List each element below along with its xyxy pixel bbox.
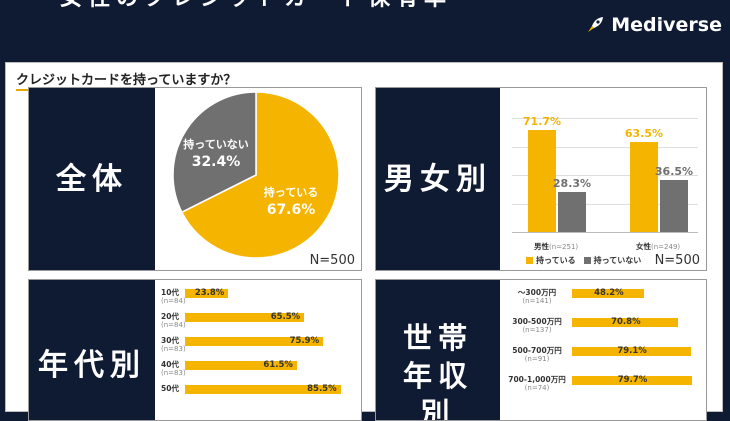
gender-gridline	[512, 146, 698, 148]
overall-n: N=500	[309, 253, 355, 268]
age-panel-label: 年代別	[29, 280, 155, 420]
age-row-label: 20代 (n=84)	[161, 312, 186, 330]
pie-slice-no	[172, 91, 257, 214]
income-category: 300-500万円	[512, 317, 562, 326]
legend-no: 持っていない	[583, 255, 642, 266]
gender-panel-label: 男女別	[376, 88, 500, 270]
age-bar-chart: 10代 (n=84) 23.8% 20代 (n=84) 65.5% 30代 (n=83) 75.…	[157, 288, 357, 420]
gender-gridline	[512, 175, 698, 176]
income-bar-chart: ～300万円 (n=141) 48.2% 300-500万円 (n=137) 70.8% 5…	[500, 288, 704, 420]
age-bar-value: 65.5%	[270, 312, 301, 322]
pie-label-no-name: 持っていない	[183, 138, 249, 151]
rocket-icon	[588, 17, 604, 32]
age-bar: 75.9%	[185, 336, 324, 346]
pie-label-yes: 持っている 67.6%	[253, 186, 329, 220]
age-category-n: (n=84)	[161, 297, 186, 305]
gender-bar-no	[558, 191, 586, 232]
age-row-label: 50代	[161, 384, 183, 393]
age-bar: 23.8%	[185, 288, 229, 298]
gender-bar-value: 63.5%	[624, 126, 664, 140]
age-category-n: (n=84)	[161, 321, 186, 329]
age-category: 10代	[161, 288, 179, 297]
age-bar: 61.5%	[185, 360, 297, 370]
income-panel: 世帯年収別 ～300万円 (n=141) 48.2% 300-500万円 (n=137)…	[375, 279, 707, 421]
age-row-label: 10代 (n=84)	[161, 288, 186, 306]
income-bar-value: 48.2%	[594, 288, 624, 298]
income-bar: 70.8%	[572, 317, 679, 327]
age-category-n: (n=83)	[161, 369, 186, 377]
mediverse-logo[interactable]: Mediverse	[585, 14, 722, 36]
gender-bar-value: 71.7%	[522, 114, 562, 128]
income-bar-value: 70.8%	[611, 317, 641, 327]
age-panel: 年代別 10代 (n=84) 23.8% 20代 (n=84) 65.5% 30代 (n=83…	[28, 279, 362, 421]
income-category-n: (n=137)	[522, 326, 552, 334]
age-bar-value: 85.5%	[307, 384, 337, 394]
age-category: 30代	[161, 336, 179, 345]
gender-plot-area: 71.7% 28.3% 63.5% 36.5%	[512, 114, 698, 233]
gender-gridline	[512, 203, 698, 205]
gender-category-name: 女性	[636, 242, 651, 251]
legend-yes-label: 持っている	[536, 256, 576, 265]
pie-label-no-value: 32.4%	[191, 153, 241, 170]
header-bar: 女性のクレジットカード保有率 Mediverse	[0, 0, 730, 46]
income-row-label: ～300万円 (n=141)	[504, 288, 570, 306]
income-category-n: (n=141)	[522, 297, 552, 305]
logo-text: Mediverse	[611, 14, 722, 36]
gender-legend: 持っている 持っていない	[526, 255, 641, 266]
income-bar: 79.1%	[572, 346, 691, 356]
age-category: 20代	[161, 312, 179, 321]
income-bar: 79.7%	[572, 375, 692, 385]
income-bar-value: 79.7%	[617, 375, 648, 385]
overall-panel-label: 全体	[29, 88, 155, 270]
gender-category-name: 男性	[534, 242, 549, 251]
age-bar-value: 75.9%	[289, 336, 320, 346]
legend-yes: 持っている	[526, 255, 576, 266]
income-panel-label: 世帯年収別	[376, 280, 500, 420]
gender-panel: 男女別 71.7% 28.3% 63.5% 36.5% 持っている 持っていない N=…	[375, 87, 707, 271]
income-bar-value: 79.1%	[617, 346, 647, 356]
gender-bar-no	[660, 180, 688, 232]
age-bar: 65.5%	[185, 312, 305, 322]
income-category-n: (n=91)	[524, 355, 550, 363]
gender-bar-value: 28.3%	[552, 176, 592, 190]
overall-pie-chart	[172, 91, 340, 259]
gender-bar-value: 36.5%	[654, 164, 694, 178]
age-category: 50代	[161, 384, 179, 393]
pie-label-yes-value: 67.6%	[266, 201, 316, 218]
gender-category-label: 女性(n=249)	[636, 241, 680, 252]
gender-gridline	[512, 118, 698, 119]
income-bar: 48.2%	[572, 288, 645, 298]
gender-category-label: 男性(n=251)	[534, 241, 578, 252]
age-bar-value: 23.8%	[194, 288, 225, 298]
legend-no-swatch	[583, 257, 591, 264]
income-category: 500-700万円	[512, 346, 562, 355]
age-category: 40代	[161, 360, 179, 369]
gender-bar-yes	[528, 129, 556, 232]
income-category: ～300万円	[517, 288, 557, 297]
income-category: 700-1,000万円	[508, 375, 566, 384]
age-bar-value: 61.5%	[263, 360, 293, 370]
income-row-label: 700-1,000万円 (n=74)	[504, 375, 570, 393]
content-area: クレジットカードを持っていますか？ 全体 持っていない 32.4% 持っている …	[5, 62, 723, 421]
overall-panel: 全体 持っていない 32.4% 持っている 67.6% N=500	[28, 87, 362, 271]
age-bar: 85.5%	[185, 384, 341, 394]
income-category-n: (n=74)	[524, 384, 550, 392]
gender-n: N=500	[654, 253, 700, 268]
pie-slice-yes	[180, 91, 340, 259]
age-row-label: 40代 (n=83)	[161, 360, 186, 378]
gender-category-n: (n=249)	[651, 243, 681, 251]
pie-label-yes-name: 持っている	[263, 186, 319, 199]
income-row-label: 300-500万円 (n=137)	[504, 317, 570, 335]
gender-category-n: (n=251)	[549, 243, 579, 251]
age-category-n: (n=83)	[161, 345, 186, 353]
income-row-label: 500-700万円 (n=91)	[504, 346, 570, 364]
age-row-label: 30代 (n=83)	[161, 336, 186, 354]
legend-yes-swatch	[526, 257, 533, 264]
pie-label-no: 持っていない 32.4%	[179, 138, 253, 172]
legend-no-label: 持っていない	[593, 256, 642, 265]
header-title: 女性のクレジットカード保有率	[60, 0, 580, 8]
gender-bar-yes	[630, 141, 658, 232]
